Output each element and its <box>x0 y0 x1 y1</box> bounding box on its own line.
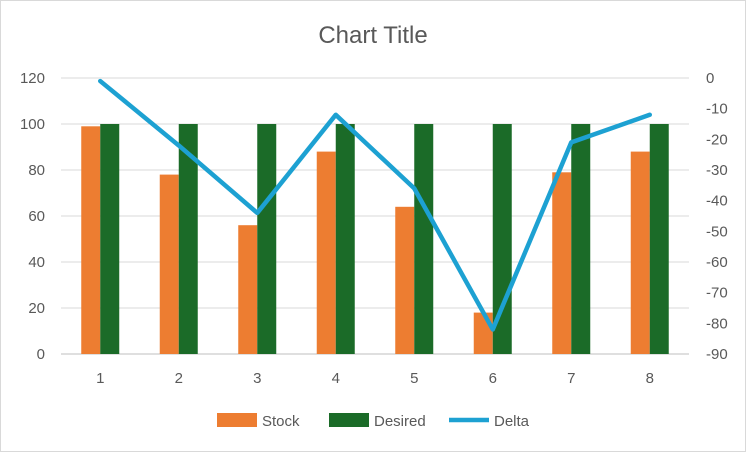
left-tick-label: 20 <box>28 300 45 317</box>
bar-stock <box>395 206 415 354</box>
left-tick-label: 120 <box>20 70 45 87</box>
legend-label-desired: Desired <box>374 413 426 430</box>
x-axis: 1 2 3 4 5 6 7 8 <box>96 370 654 387</box>
right-axis: 0 -10 -20 -30 -40 -50 -60 -70 -80 -90 <box>706 70 728 363</box>
right-tick-label: -90 <box>706 346 728 363</box>
bars <box>81 124 669 354</box>
bar-stock <box>238 225 258 354</box>
delta-line-layer <box>98 78 652 332</box>
legend-label-stock: Stock <box>262 413 300 430</box>
legend-swatch-desired <box>329 413 369 427</box>
x-tick-label: 1 <box>96 370 104 387</box>
right-tick-label: -50 <box>706 223 728 240</box>
bar-desired <box>414 124 434 354</box>
left-axis: 0 20 40 60 80 100 120 <box>20 70 45 363</box>
chart-title: Chart Title <box>318 22 427 49</box>
bar-desired <box>571 124 591 354</box>
legend-swatch-stock <box>217 413 257 427</box>
x-tick-label: 6 <box>489 370 497 387</box>
left-tick-label: 100 <box>20 116 45 133</box>
left-tick-label: 80 <box>28 162 45 179</box>
x-tick-label: 2 <box>175 370 183 387</box>
x-tick-label: 3 <box>253 370 261 387</box>
bar-stock <box>81 126 101 354</box>
right-tick-label: -10 <box>706 101 728 118</box>
right-tick-label: -80 <box>706 315 728 332</box>
right-tick-label: 0 <box>706 70 714 87</box>
x-tick-label: 5 <box>410 370 418 387</box>
line-delta <box>98 78 652 332</box>
bar-stock <box>473 312 493 354</box>
x-tick-label: 7 <box>567 370 575 387</box>
bar-desired <box>335 124 355 354</box>
right-tick-label: -20 <box>706 131 728 148</box>
gridlines <box>61 77 689 355</box>
x-tick-label: 4 <box>332 370 340 387</box>
bar-stock <box>630 151 650 354</box>
left-tick-label: 60 <box>28 208 45 225</box>
right-tick-label: -30 <box>706 162 728 179</box>
bar-stock <box>316 151 336 354</box>
bar-stock <box>552 172 572 354</box>
right-tick-label: -40 <box>706 193 728 210</box>
legend-label-delta: Delta <box>494 413 530 430</box>
bar-desired <box>178 124 198 354</box>
bar-desired <box>100 124 120 354</box>
bar-desired <box>257 124 277 354</box>
right-tick-label: -60 <box>706 254 728 271</box>
bar-desired <box>649 124 669 354</box>
legend: Stock Desired Delta <box>217 413 530 430</box>
x-tick-label: 8 <box>646 370 654 387</box>
right-tick-label: -70 <box>706 285 728 302</box>
left-tick-label: 40 <box>28 254 45 271</box>
bar-stock <box>159 174 179 354</box>
left-tick-label: 0 <box>37 346 45 363</box>
